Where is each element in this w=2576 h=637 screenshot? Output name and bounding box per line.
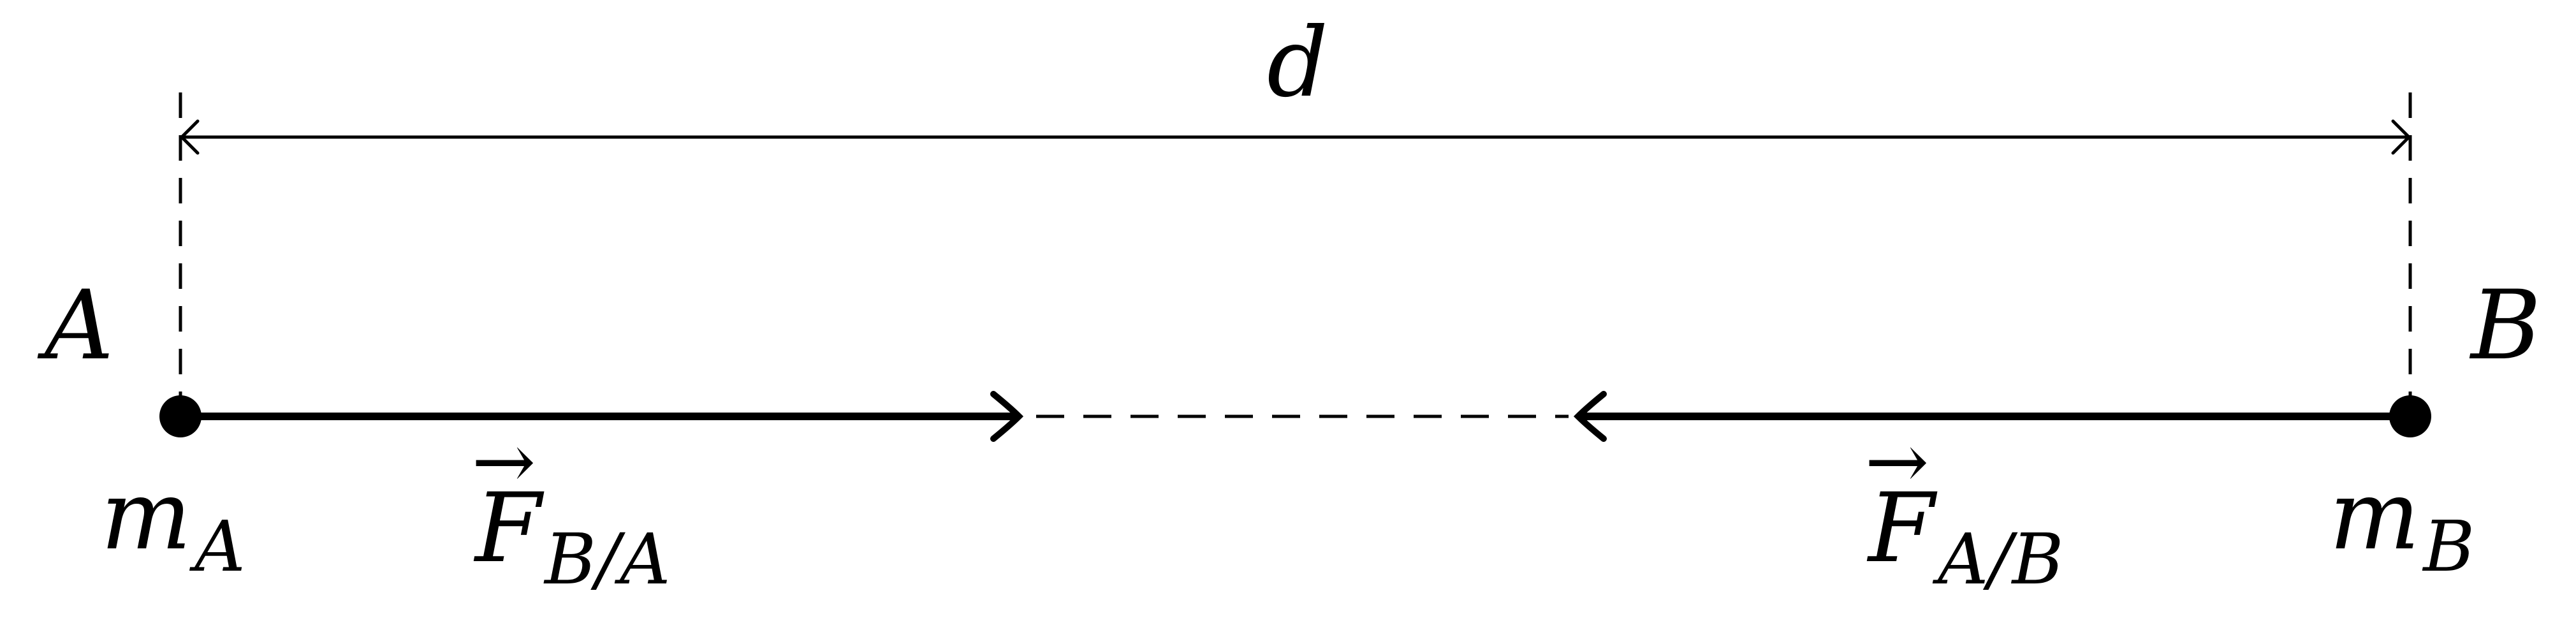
force-ab-label: F A/B — [1866, 473, 2064, 600]
point-b-label: B — [2469, 270, 2541, 381]
distance-dimension-line — [179, 119, 2411, 155]
force-arrow-a-on-b — [1573, 391, 2410, 442]
distance-label: d — [1267, 8, 1328, 119]
mass-b-base: m — [2329, 460, 2420, 571]
force-ba-base: F — [473, 473, 545, 584]
distance-arrowhead-left — [179, 119, 200, 155]
mass-b-label: m B — [2329, 460, 2475, 587]
force-ba-subscript: B/A — [543, 518, 670, 600]
force-ba-label: F B/A — [473, 473, 671, 600]
force-ab-base: F — [1866, 473, 1938, 584]
force-ab-subscript: A/B — [1932, 518, 2063, 600]
force-arrow-b-on-a — [180, 391, 1024, 442]
force-ab-vector-arrow: → — [1865, 418, 1929, 506]
point-mass-a — [159, 395, 201, 437]
point-a-label: A — [37, 270, 113, 381]
mass-b-subscript: B — [2422, 506, 2475, 587]
force-ba-vector-arrow: → — [472, 418, 536, 506]
distance-arrowhead-right — [2391, 119, 2411, 155]
point-mass-b — [2389, 395, 2431, 437]
mass-a-subscript: A — [189, 506, 245, 587]
mass-a-base: m — [101, 460, 191, 571]
force-arrowhead-a-on-b — [1573, 391, 1607, 442]
mass-a-label: m A — [101, 460, 245, 587]
force-arrowhead-b-on-a — [990, 391, 1024, 442]
